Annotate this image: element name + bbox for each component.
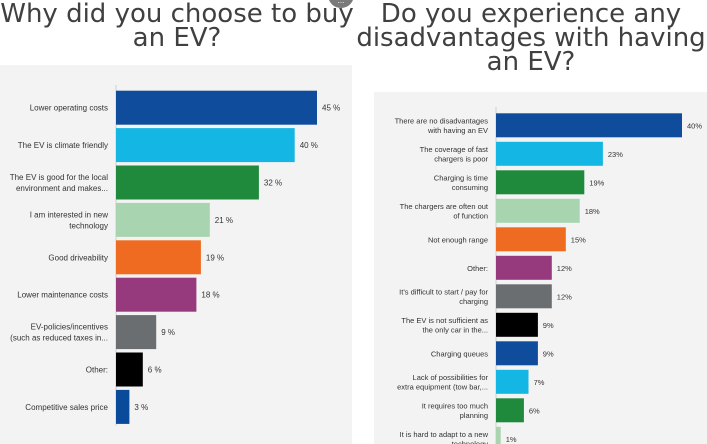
data-label: 9 % [161,328,175,337]
category-label: Other: [86,366,108,375]
bar [496,284,552,309]
data-label: 3 % [134,403,148,412]
category-label: The EV is not sufficient as [401,316,488,325]
right-chart-panel: 40% There are no disadvantages with having… [374,92,707,444]
category-label: Other: [467,264,488,273]
data-label: 45 % [322,104,340,113]
data-label: 32 % [264,179,282,188]
category-label: There are no disadvantages [395,117,489,126]
category-label: planning [460,411,488,420]
bar [116,389,130,424]
data-label: 40% [687,121,702,130]
data-label: 23% [608,150,623,159]
bar [116,352,143,387]
bar [496,341,538,366]
category-label: It's difficult to start / pay for [399,288,488,297]
right-title-line-1: Do you experience any [380,0,682,29]
category-label: chargers is poor [434,155,488,164]
bar [116,165,259,200]
right-chart-title: Do you experience any disadvantages with… [356,0,706,77]
bar [496,113,682,138]
category-label: The coverage of fast [420,145,489,154]
data-label: 15% [571,235,586,244]
category-label: the only car in the... [423,326,488,335]
more-badge[interactable]: ... [328,0,354,8]
data-label: 12% [557,292,572,301]
category-label: charging [459,297,488,306]
data-label: 21 % [215,216,233,225]
left-chart-title: Why did you choose to buy an EV? [0,0,354,53]
data-label: 18% [585,207,600,216]
category-label: technology [69,221,108,230]
category-label: technology [452,440,489,444]
left-bar-chart: 45 % Lower operating costs 40 % The EV is c… [10,85,340,426]
category-label: The EV is climate friendly [18,141,108,150]
bar [496,198,580,223]
category-label: The chargers are often out [400,202,489,211]
data-label: 9% [543,349,554,358]
data-label: 12% [557,264,572,273]
category-label: with having an EV [427,126,488,135]
data-label: 19 % [206,253,224,262]
category-label: Charging queues [431,349,488,358]
bar [496,227,566,252]
data-label: 18 % [201,291,219,300]
data-label: 19% [589,178,604,187]
data-label: 6% [529,406,540,415]
category-label: Lower operating costs [30,104,108,113]
bar [116,202,210,237]
category-label: Not enough range [428,235,488,244]
bar [116,128,295,163]
category-label: extra equipment (tow bar,... [397,383,488,392]
category-label: Lack of possibilities for [413,373,489,382]
bar [116,277,197,312]
category-label: The EV is good for the local [10,173,109,182]
right-title-line-3: an EV? [486,47,576,77]
left-chart-panel: 45 % Lower operating costs 40 % The EV is c… [0,65,352,444]
bar [496,312,538,337]
data-label: 40 % [300,141,318,150]
category-label: I am interested in new [30,210,108,219]
bar [496,369,529,394]
category-label: Good driveability [48,253,108,262]
bar [116,240,201,275]
bar [496,398,524,423]
category-label: Charging is time [434,174,488,183]
category-label: Lower maintenance costs [17,291,108,300]
category-label: It is hard to adapt to a new [400,430,489,439]
category-label: (such as reduced taxes in... [10,334,108,343]
category-label: consuming [452,183,488,192]
left-title-line-2: an EV? [132,23,222,53]
data-label: 1% [506,435,517,444]
bar [496,141,603,166]
category-label: EV-policies/incentives [31,323,108,332]
category-label: environment and makes... [16,184,108,193]
category-label: of function [453,212,488,221]
bar [496,426,501,444]
category-label: It requires too much [422,402,488,411]
data-label: 6 % [148,366,162,375]
bar [116,90,317,125]
bar [496,170,585,195]
data-label: 9% [543,321,554,330]
category-label: Competitive sales price [25,403,108,412]
bar [496,255,552,280]
left-title-line-1: Why did you choose to buy [0,0,354,29]
bar [116,315,157,350]
data-label: 7% [534,378,545,387]
right-title-line-2: disadvantages with having [356,23,706,53]
